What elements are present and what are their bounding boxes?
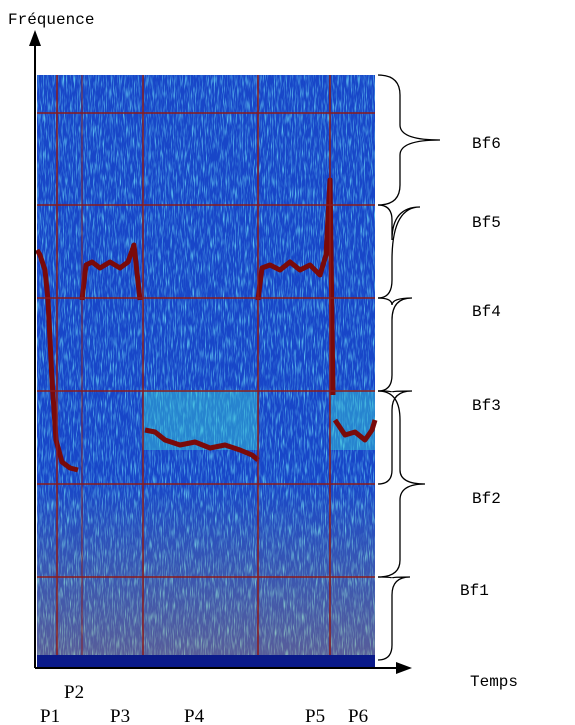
band-label: Bf6 [472, 135, 501, 153]
band-label: Bf3 [472, 397, 501, 415]
braces [377, 74, 441, 661]
band-label: Bf5 [472, 214, 501, 232]
band-label: Bf1 [460, 582, 489, 600]
spectrogram [34, 75, 378, 667]
period-label: P6 [348, 706, 368, 725]
axes [29, 30, 412, 674]
y-axis-label: Fréquence [8, 11, 94, 29]
period-label: P4 [184, 706, 205, 725]
period-label: P1 [40, 706, 60, 725]
period-label: P2 [64, 682, 84, 703]
period-label: P3 [110, 706, 130, 725]
band-label: Bf2 [472, 490, 501, 508]
x-axis-label: Temps [470, 673, 518, 691]
band-label: Bf4 [472, 303, 501, 321]
period-label: P5 [305, 706, 325, 725]
